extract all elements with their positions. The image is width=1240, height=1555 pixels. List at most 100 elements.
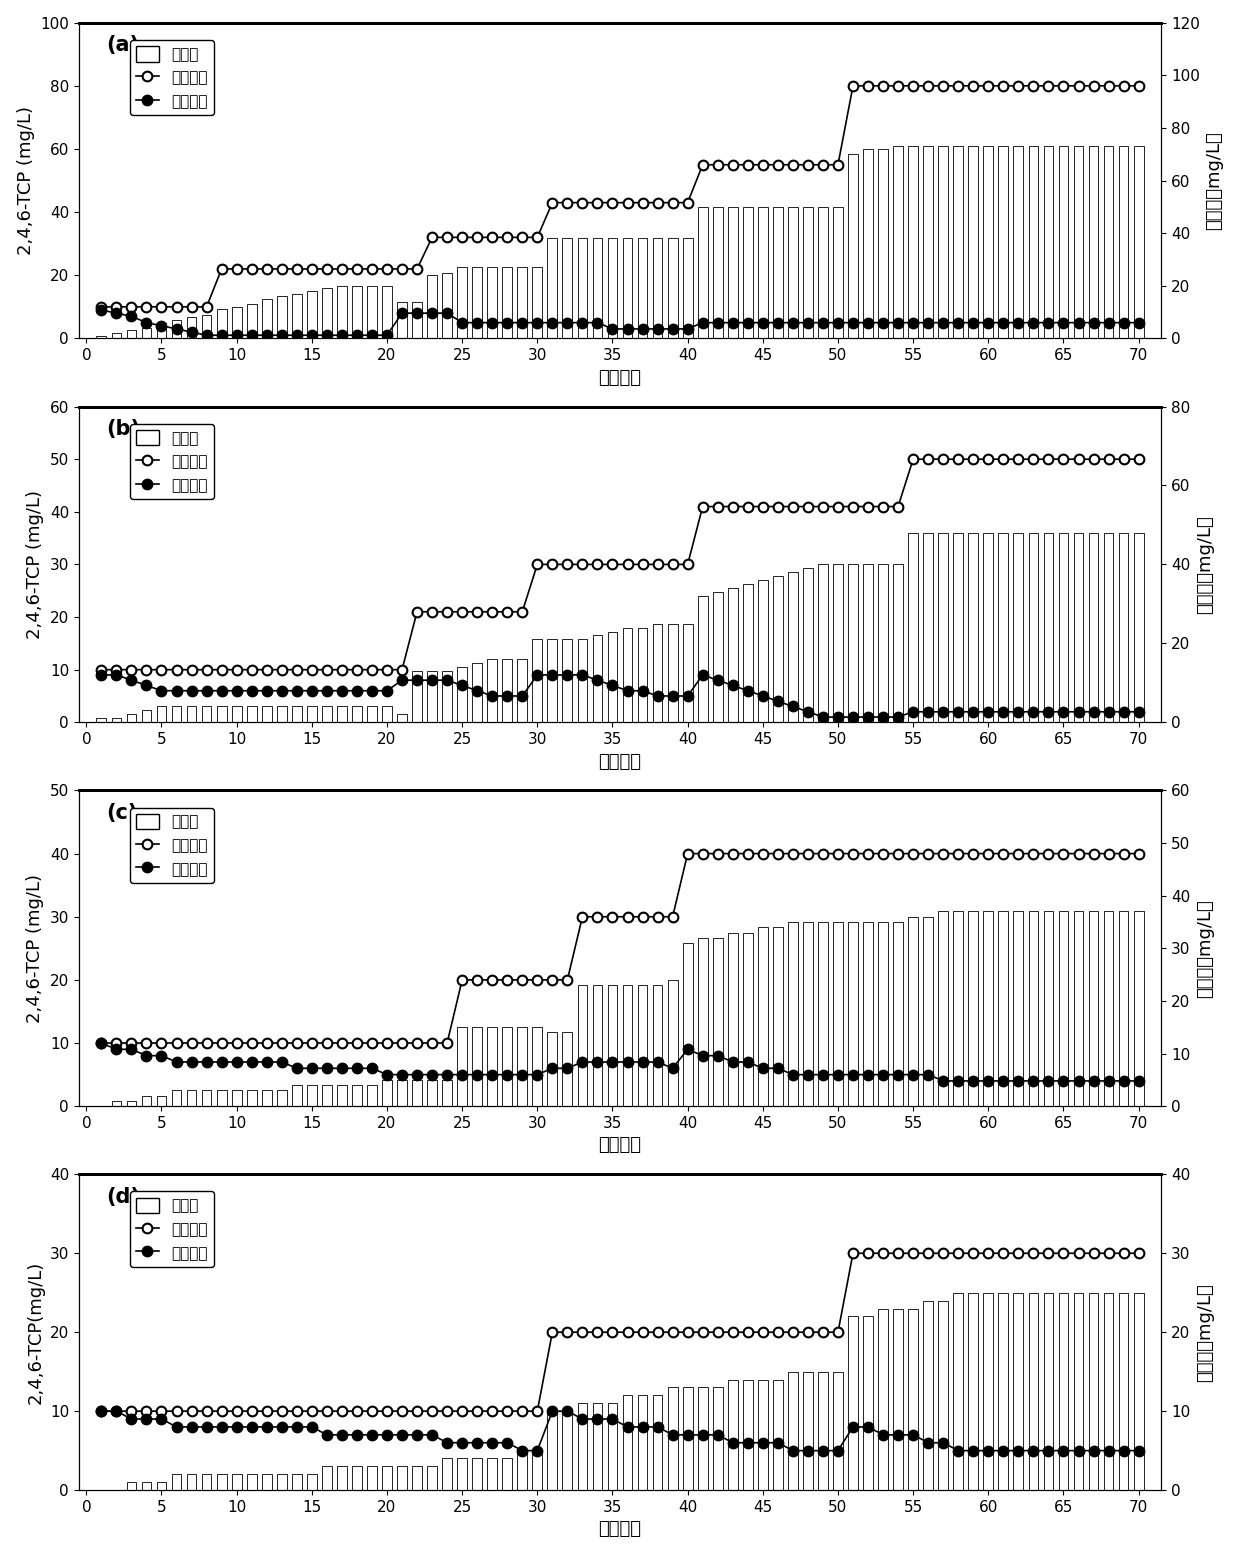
Bar <box>232 1474 242 1490</box>
Bar <box>954 1292 963 1490</box>
Bar <box>728 207 738 339</box>
Bar <box>502 659 512 722</box>
X-axis label: 培养天数: 培养天数 <box>599 369 641 387</box>
Bar <box>1028 911 1038 1106</box>
Bar <box>743 933 753 1106</box>
Bar <box>171 320 181 339</box>
Bar <box>428 670 436 722</box>
Bar <box>202 1474 212 1490</box>
Legend: 降解量, 进水浓度, 出水浓度: 降解量, 进水浓度, 出水浓度 <box>130 1191 213 1267</box>
Y-axis label: 降解量（mg/L）: 降解量（mg/L） <box>1195 1283 1214 1381</box>
Bar <box>593 636 603 722</box>
Bar <box>247 1090 257 1106</box>
Bar <box>728 1379 738 1490</box>
Bar <box>563 1033 573 1106</box>
Bar <box>939 911 949 1106</box>
Bar <box>954 533 963 722</box>
Bar <box>939 146 949 339</box>
Bar <box>472 1028 482 1106</box>
Bar <box>593 1403 603 1490</box>
Bar <box>1118 146 1128 339</box>
Bar <box>608 1403 618 1490</box>
Bar <box>848 922 858 1106</box>
Bar <box>968 533 978 722</box>
Bar <box>322 706 332 722</box>
Bar <box>548 1033 557 1106</box>
Bar <box>352 286 362 339</box>
X-axis label: 培养天数: 培养天数 <box>599 753 641 771</box>
Bar <box>804 207 812 339</box>
Bar <box>428 1466 436 1490</box>
Bar <box>863 564 873 722</box>
Bar <box>502 1028 512 1106</box>
Bar <box>367 1085 377 1106</box>
Y-axis label: 降解量（mg/L）: 降解量（mg/L） <box>1195 515 1214 614</box>
Bar <box>968 146 978 339</box>
Bar <box>578 1403 588 1490</box>
Bar <box>1013 533 1023 722</box>
Bar <box>637 986 647 1106</box>
Bar <box>337 1466 347 1490</box>
Bar <box>112 718 122 722</box>
Bar <box>217 309 227 339</box>
Bar <box>141 328 151 339</box>
Y-axis label: 2,4,6-TCP (mg/L): 2,4,6-TCP (mg/L) <box>26 874 45 1023</box>
Bar <box>367 706 377 722</box>
Bar <box>1133 1292 1143 1490</box>
Bar <box>924 533 932 722</box>
Bar <box>291 706 301 722</box>
Bar <box>848 154 858 339</box>
Bar <box>517 1028 527 1106</box>
Bar <box>833 922 843 1106</box>
Bar <box>578 238 588 339</box>
Bar <box>1013 1292 1023 1490</box>
Bar <box>1089 146 1099 339</box>
Bar <box>652 624 662 722</box>
Bar <box>322 1085 332 1106</box>
Bar <box>548 238 557 339</box>
Bar <box>1133 911 1143 1106</box>
Bar <box>1133 533 1143 722</box>
Bar <box>787 207 797 339</box>
Bar <box>247 305 257 339</box>
Bar <box>1059 1292 1069 1490</box>
Bar <box>171 1090 181 1106</box>
Bar <box>787 572 797 722</box>
Bar <box>517 659 527 722</box>
Bar <box>743 1379 753 1490</box>
Bar <box>939 1300 949 1490</box>
Bar <box>187 1090 196 1106</box>
Bar <box>156 1482 166 1490</box>
Bar <box>1089 533 1099 722</box>
Bar <box>458 267 467 339</box>
Bar <box>758 927 768 1106</box>
Bar <box>578 986 588 1106</box>
Y-axis label: 2,4,6-TCP (mg/L): 2,4,6-TCP (mg/L) <box>26 490 45 639</box>
Bar <box>412 670 422 722</box>
Bar <box>743 585 753 722</box>
Bar <box>367 1466 377 1490</box>
Bar <box>818 207 828 339</box>
Bar <box>217 1474 227 1490</box>
Bar <box>517 1451 527 1490</box>
Bar <box>998 533 1008 722</box>
Bar <box>472 267 482 339</box>
Bar <box>126 1101 136 1106</box>
Bar <box>893 564 903 722</box>
Bar <box>652 238 662 339</box>
Bar <box>291 1474 301 1490</box>
Bar <box>156 1096 166 1106</box>
Bar <box>382 706 392 722</box>
Bar <box>217 1090 227 1106</box>
Bar <box>878 564 888 722</box>
Bar <box>1013 146 1023 339</box>
Bar <box>202 1090 212 1106</box>
Bar <box>443 272 453 339</box>
Bar <box>863 1317 873 1490</box>
Bar <box>773 207 782 339</box>
Bar <box>968 911 978 1106</box>
Bar <box>532 1451 542 1490</box>
Bar <box>532 1028 542 1106</box>
Bar <box>563 238 573 339</box>
Bar <box>202 706 212 722</box>
